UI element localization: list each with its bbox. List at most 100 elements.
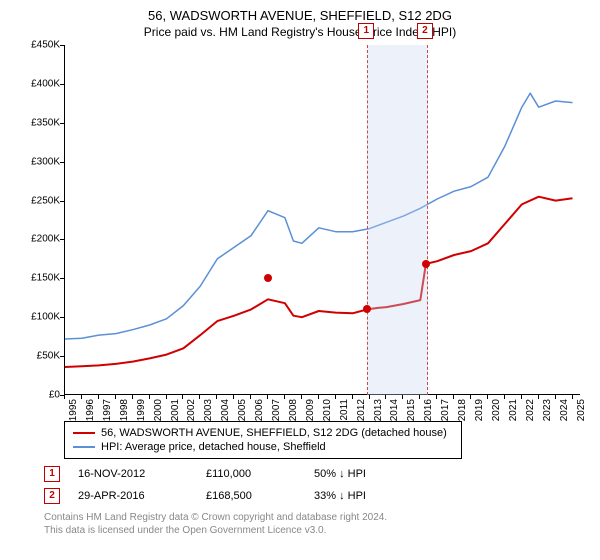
x-axis-label: 2005 xyxy=(237,399,248,421)
x-axis-label: 2024 xyxy=(559,399,570,421)
x-tick xyxy=(132,395,133,399)
x-tick xyxy=(487,395,488,399)
chart-title: 56, WADSWORTH AVENUE, SHEFFIELD, S12 2DG xyxy=(0,0,600,23)
y-axis-label: £300K xyxy=(20,156,60,167)
x-tick xyxy=(572,395,573,399)
x-axis-label: 2022 xyxy=(525,399,536,421)
x-axis-label: 2006 xyxy=(254,399,265,421)
event-row: 1 16-NOV-2012 £110,000 50% ↓ HPI xyxy=(40,463,580,485)
plot-area xyxy=(64,45,580,395)
y-axis-label: £250K xyxy=(20,195,60,206)
x-tick xyxy=(555,395,556,399)
legend-swatch xyxy=(73,432,95,434)
x-axis-label: 2000 xyxy=(153,399,164,421)
x-axis-label: 2016 xyxy=(423,399,434,421)
x-axis-label: 1998 xyxy=(119,399,130,421)
x-axis-label: 2023 xyxy=(542,399,553,421)
x-tick xyxy=(318,395,319,399)
series-marker xyxy=(422,260,430,268)
x-axis-label: 1995 xyxy=(68,399,79,421)
x-axis-label: 1997 xyxy=(102,399,113,421)
event-row: 229-APR-2016£168,50033% ↓ HPI xyxy=(40,485,580,507)
x-tick xyxy=(385,395,386,399)
event-flag-1: 1 xyxy=(358,23,374,39)
legend: 56, WADSWORTH AVENUE, SHEFFIELD, S12 2DG… xyxy=(64,421,462,459)
x-axis-label: 2007 xyxy=(271,399,282,421)
x-tick xyxy=(419,395,420,399)
y-tick xyxy=(60,356,64,357)
event-price: £110,000 xyxy=(206,468,296,480)
y-axis-label: £50K xyxy=(20,351,60,362)
x-tick xyxy=(436,395,437,399)
x-axis-label: 2021 xyxy=(508,399,519,421)
x-axis-label: 2011 xyxy=(339,399,350,421)
footnote-line-2: This data is licensed under the Open Gov… xyxy=(44,524,580,537)
legend-label: HPI: Average price, detached house, Shef… xyxy=(101,441,326,453)
x-tick xyxy=(538,395,539,399)
x-axis-label: 2003 xyxy=(203,399,214,421)
x-axis-label: 2004 xyxy=(220,399,231,421)
y-axis-label: £150K xyxy=(20,273,60,284)
x-tick xyxy=(98,395,99,399)
x-tick xyxy=(402,395,403,399)
event-price: £168,500 xyxy=(206,490,296,502)
y-tick xyxy=(60,45,64,46)
x-axis-label: 2020 xyxy=(491,399,502,421)
x-tick xyxy=(199,395,200,399)
event-row-flag: 2 xyxy=(44,488,60,504)
y-tick xyxy=(60,123,64,124)
y-axis-label: £350K xyxy=(20,117,60,128)
x-tick xyxy=(216,395,217,399)
x-tick xyxy=(166,395,167,399)
y-axis-label: £200K xyxy=(20,234,60,245)
x-axis-label: 2008 xyxy=(288,399,299,421)
events-table: 116-NOV-2012£110,00050% ↓ HPI229-APR-201… xyxy=(40,463,580,507)
chart-area: £0 £50K £100K £150K £200K £250K £300K £350K £400… xyxy=(20,45,580,415)
y-axis-label: £100K xyxy=(20,312,60,323)
series-marker xyxy=(363,305,371,313)
y-axis-label: £400K xyxy=(20,78,60,89)
y-tick xyxy=(60,162,64,163)
event-date: 16-NOV-2012 xyxy=(78,468,188,480)
y-tick xyxy=(60,278,64,279)
x-tick xyxy=(335,395,336,399)
event-diff: 33% ↓ HPI xyxy=(314,490,414,502)
legend-item: 56, WADSWORTH AVENUE, SHEFFIELD, S12 2DG… xyxy=(73,426,453,440)
event-diff: 50% ↓ HPI xyxy=(314,468,414,480)
x-tick xyxy=(250,395,251,399)
y-axis-label: £0 xyxy=(20,390,60,401)
x-axis-label: 2025 xyxy=(576,399,587,421)
x-tick xyxy=(369,395,370,399)
y-tick xyxy=(60,239,64,240)
x-tick xyxy=(233,395,234,399)
x-axis-label: 1996 xyxy=(85,399,96,421)
x-tick xyxy=(470,395,471,399)
chart-lines xyxy=(65,45,581,395)
x-tick xyxy=(267,395,268,399)
footnote-line-1: Contains HM Land Registry data © Crown c… xyxy=(44,511,580,524)
x-tick xyxy=(521,395,522,399)
x-axis-label: 2002 xyxy=(186,399,197,421)
chart-container: 56, WADSWORTH AVENUE, SHEFFIELD, S12 2DG… xyxy=(0,0,600,560)
chart-subtitle: Price paid vs. HM Land Registry's House … xyxy=(0,23,600,45)
y-tick xyxy=(60,84,64,85)
series-property xyxy=(65,197,573,367)
x-axis-label: 2015 xyxy=(406,399,417,421)
series-hpi xyxy=(65,93,573,339)
x-axis-label: 2019 xyxy=(474,399,485,421)
x-axis-label: 2009 xyxy=(305,399,316,421)
x-axis-label: 2001 xyxy=(170,399,181,421)
legend-swatch xyxy=(73,446,95,448)
x-tick xyxy=(115,395,116,399)
legend-label: 56, WADSWORTH AVENUE, SHEFFIELD, S12 2DG… xyxy=(101,427,447,439)
x-tick xyxy=(504,395,505,399)
x-axis-label: 2010 xyxy=(322,399,333,421)
x-tick xyxy=(81,395,82,399)
footnote: Contains HM Land Registry data © Crown c… xyxy=(44,511,580,537)
x-axis-label: 2013 xyxy=(373,399,384,421)
x-tick xyxy=(352,395,353,399)
event-row-flag: 1 xyxy=(44,466,60,482)
y-tick xyxy=(60,201,64,202)
x-tick xyxy=(64,395,65,399)
x-tick xyxy=(301,395,302,399)
